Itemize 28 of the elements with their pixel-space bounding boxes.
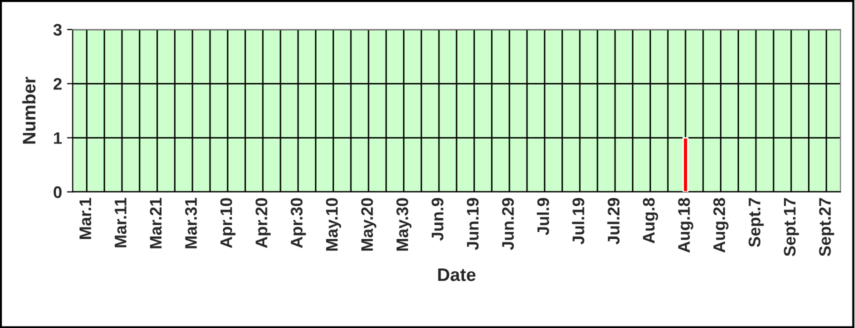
x-tick-label: Sept.17 xyxy=(784,198,799,256)
x-tick-label: Jul.29 xyxy=(607,198,620,244)
x-tick-label: Jul.9 xyxy=(536,198,550,236)
x-tick-label: May.20 xyxy=(361,198,376,251)
x-tick-label: Mar.21 xyxy=(150,198,162,248)
x-tick-label: Apr.30 xyxy=(290,198,306,248)
x-tick-label: May.10 xyxy=(326,198,342,251)
y-tick-label: 3 xyxy=(53,24,62,36)
x-tick-label: Aug.18 xyxy=(678,198,694,253)
x-axis-title: Date xyxy=(438,268,476,282)
x-tick-label: Apr.20 xyxy=(256,198,271,248)
x-tick-label: Aug.8 xyxy=(642,198,658,244)
y-tick-label: 1 xyxy=(54,132,62,144)
y-tick-label: 0 xyxy=(54,186,62,198)
x-tick-label: Jun.19 xyxy=(466,198,479,250)
x-tick-label: Mar.31 xyxy=(185,198,197,248)
y-tick-label: 2 xyxy=(54,78,62,90)
x-tick-label: Jun.9 xyxy=(432,198,444,241)
x-tick-label: Aug.28 xyxy=(713,198,728,253)
x-tick-label: Jun.29 xyxy=(502,198,514,250)
y-axis-title: Number xyxy=(22,76,36,144)
x-tick-label: Sept.27 xyxy=(819,198,834,256)
x-tick-label: Apr.10 xyxy=(220,198,236,248)
x-tick-label: May.30 xyxy=(396,198,412,251)
x-tick-label: Mar.1 xyxy=(80,198,92,239)
x-tick-label: Mar.11 xyxy=(114,198,126,248)
x-tick-label: Sept.7 xyxy=(748,198,764,247)
x-tick-label: Jul.19 xyxy=(572,198,584,244)
